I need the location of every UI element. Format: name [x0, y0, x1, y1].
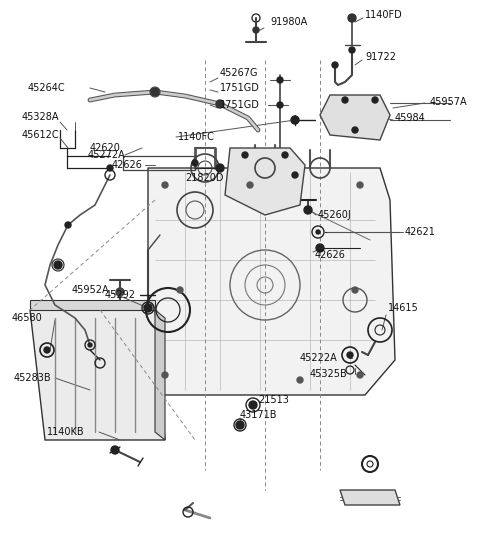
- Text: 45984: 45984: [395, 113, 426, 123]
- Circle shape: [44, 347, 50, 353]
- Circle shape: [116, 288, 124, 296]
- Circle shape: [316, 230, 320, 234]
- Circle shape: [107, 165, 113, 171]
- Circle shape: [342, 97, 348, 103]
- Polygon shape: [30, 300, 155, 310]
- Text: 42621: 42621: [405, 227, 436, 237]
- Circle shape: [372, 97, 378, 103]
- Circle shape: [352, 287, 358, 293]
- Polygon shape: [30, 310, 165, 440]
- Text: 45267G: 45267G: [220, 68, 259, 78]
- Text: 45222A: 45222A: [300, 353, 338, 363]
- Text: 46580: 46580: [12, 313, 43, 323]
- Circle shape: [247, 182, 253, 188]
- Circle shape: [162, 372, 168, 378]
- Text: 1751GD: 1751GD: [220, 83, 260, 93]
- Circle shape: [316, 244, 324, 252]
- Text: 45272A: 45272A: [88, 150, 126, 160]
- Polygon shape: [155, 310, 165, 440]
- Text: 45260J: 45260J: [318, 210, 352, 220]
- Text: 1140FD: 1140FD: [365, 10, 403, 20]
- Circle shape: [332, 62, 338, 68]
- Circle shape: [347, 352, 353, 358]
- Text: 45292: 45292: [105, 290, 136, 300]
- Circle shape: [162, 182, 168, 188]
- Text: 1751GD: 1751GD: [220, 100, 260, 110]
- Circle shape: [348, 14, 356, 22]
- Text: 45283B: 45283B: [14, 373, 52, 383]
- Circle shape: [65, 222, 71, 228]
- Circle shape: [151, 88, 159, 96]
- Circle shape: [304, 206, 312, 214]
- Circle shape: [277, 102, 283, 108]
- Text: 21820D: 21820D: [185, 173, 224, 183]
- Circle shape: [236, 421, 244, 429]
- Text: 91722: 91722: [365, 52, 396, 62]
- Text: 42626: 42626: [112, 160, 143, 170]
- Text: 45612C: 45612C: [22, 130, 60, 140]
- Text: 91980A: 91980A: [270, 17, 307, 27]
- Text: 45328A: 45328A: [22, 112, 60, 122]
- Text: 42626: 42626: [315, 250, 346, 260]
- Circle shape: [88, 343, 92, 347]
- Text: 45325B: 45325B: [310, 369, 348, 379]
- Text: 45264C: 45264C: [28, 83, 66, 93]
- Circle shape: [357, 182, 363, 188]
- Circle shape: [177, 287, 183, 293]
- Circle shape: [292, 172, 298, 178]
- Polygon shape: [340, 490, 400, 505]
- Circle shape: [54, 261, 62, 269]
- Circle shape: [111, 446, 119, 454]
- Circle shape: [249, 401, 257, 409]
- Text: 45952A: 45952A: [72, 285, 109, 295]
- Circle shape: [349, 47, 355, 53]
- Text: 1140FC: 1140FC: [178, 132, 215, 142]
- Polygon shape: [225, 148, 305, 215]
- Text: 21513: 21513: [258, 395, 289, 405]
- Circle shape: [216, 164, 224, 172]
- Circle shape: [253, 27, 259, 33]
- Circle shape: [144, 304, 152, 312]
- Polygon shape: [148, 168, 395, 395]
- Text: 1140KB: 1140KB: [47, 427, 84, 437]
- Text: 42620: 42620: [90, 143, 121, 153]
- Circle shape: [352, 127, 358, 133]
- Text: 43171B: 43171B: [240, 410, 277, 420]
- Circle shape: [291, 116, 299, 124]
- Circle shape: [357, 372, 363, 378]
- Circle shape: [297, 377, 303, 383]
- Circle shape: [282, 152, 288, 158]
- Polygon shape: [320, 95, 390, 140]
- Circle shape: [242, 152, 248, 158]
- Circle shape: [216, 100, 224, 108]
- Circle shape: [192, 160, 198, 166]
- Circle shape: [277, 77, 283, 83]
- Text: 45957A: 45957A: [430, 97, 468, 107]
- Text: 14615: 14615: [388, 303, 419, 313]
